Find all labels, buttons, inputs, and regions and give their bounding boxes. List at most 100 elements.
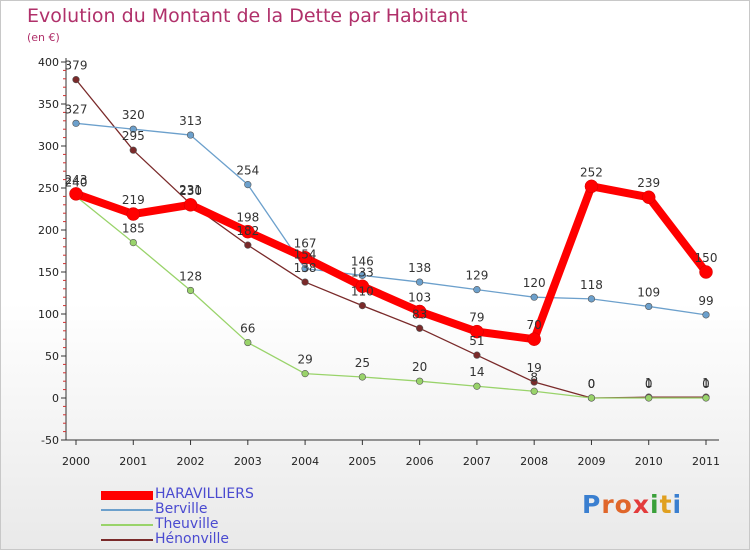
y-tick-label: 200: [38, 224, 59, 237]
data-point-berville: [358, 271, 366, 279]
data-point-henonville: [301, 278, 309, 286]
data-label-berville: 146: [351, 254, 374, 268]
data-label-haravilliers: 243: [65, 173, 88, 187]
logo-letter: t: [659, 490, 673, 519]
data-point-berville: [186, 131, 195, 139]
y-tick-label: -50: [41, 434, 59, 447]
data-point-haravilliers: [241, 224, 255, 239]
data-point-theuville: [186, 286, 195, 295]
data-label-haravilliers: 230: [179, 184, 202, 198]
chart-title: Evolution du Montant de la Dette par Hab…: [27, 5, 468, 27]
data-point-berville: [416, 278, 424, 286]
y-tick-label: 50: [45, 350, 59, 363]
data-point-theuville: [416, 377, 424, 385]
legend-swatch-henonville: [101, 539, 153, 541]
logo-letter: x: [632, 490, 650, 519]
data-label-henonville: 379: [65, 59, 88, 73]
x-tick-label: 2003: [234, 455, 262, 468]
data-label-berville: 327: [65, 102, 88, 116]
y-tick-label: 0: [52, 392, 59, 405]
data-point-haravilliers: [298, 250, 312, 265]
legend-swatch-berville: [101, 509, 153, 511]
legend-label-berville: Berville: [155, 501, 208, 517]
data-point-henonville: [244, 241, 252, 249]
data-label-haravilliers: 79: [469, 311, 484, 325]
data-point-berville: [530, 293, 538, 301]
data-point-haravilliers: [527, 332, 541, 346]
data-label-henonville: 1: [702, 376, 710, 390]
data-label-theuville: 128: [179, 269, 202, 283]
data-point-berville: [645, 302, 653, 311]
series-berville: [72, 119, 710, 319]
data-label-haravilliers: 239: [637, 176, 660, 190]
data-label-theuville: 0: [645, 377, 653, 391]
data-label-berville: 138: [408, 261, 431, 275]
data-point-theuville: [301, 370, 309, 378]
series-line-berville: [75, 122, 707, 316]
y-tick-label: 350: [38, 98, 59, 111]
x-tick-label: 2006: [406, 455, 434, 468]
series-haravilliers: [69, 179, 713, 346]
data-label-theuville: 14: [469, 365, 484, 379]
data-label-theuville: 0: [702, 377, 710, 391]
legend-swatch-theuville: [101, 524, 153, 526]
data-point-berville: [72, 119, 80, 127]
data-label-berville: 154: [294, 248, 317, 262]
data-label-henonville: 231: [179, 183, 202, 197]
data-point-haravilliers: [641, 190, 656, 204]
data-point-theuville: [129, 239, 137, 247]
data-point-haravilliers: [470, 324, 484, 339]
data-point-theuville: [702, 394, 710, 402]
data-point-henonville: [72, 76, 80, 84]
data-label-berville: 118: [580, 278, 603, 292]
x-tick-label: 2000: [62, 455, 90, 468]
data-point-berville: [301, 265, 309, 273]
data-point-henonville: [473, 351, 481, 359]
data-label-theuville: 8: [530, 370, 538, 384]
data-label-haravilliers: 70: [527, 318, 542, 332]
logo-letter: i: [650, 490, 660, 519]
x-tick-label: 2009: [577, 455, 605, 468]
proxiti-logo: Proxiti: [582, 490, 682, 519]
data-label-theuville: 20: [412, 360, 427, 374]
data-label-henonville: 51: [469, 334, 484, 348]
data-point-theuville: [587, 394, 596, 402]
x-tick-label: 2010: [635, 455, 663, 468]
data-point-theuville: [358, 373, 366, 381]
series-line-haravilliers: [74, 182, 710, 344]
data-label-theuville: 0: [588, 377, 596, 391]
data-label-theuville: 66: [240, 322, 255, 336]
x-tick-label: 2011: [692, 455, 720, 468]
series-theuville: [72, 192, 710, 402]
data-label-berville: 254: [236, 164, 259, 178]
data-point-haravilliers: [69, 187, 83, 201]
data-point-henonville: [358, 302, 366, 310]
x-tick-label: 2002: [177, 455, 205, 468]
series-layer: [69, 76, 713, 402]
data-label-haravilliers: 198: [236, 211, 259, 225]
data-point-haravilliers: [183, 198, 198, 212]
data-label-berville: 313: [179, 114, 202, 128]
data-label-henonville: 138: [294, 261, 317, 275]
x-tick-label: 2008: [520, 455, 548, 468]
x-tick-label: 2004: [291, 455, 319, 468]
data-label-haravilliers: 252: [580, 165, 603, 179]
logo-letter: P: [582, 490, 602, 519]
data-point-theuville: [530, 387, 538, 395]
legend-label-haravilliers: HARAVILLIERS: [155, 486, 254, 502]
data-point-haravilliers: [584, 179, 599, 194]
y-tick-label: 300: [38, 140, 59, 153]
data-point-berville: [587, 295, 596, 303]
series-line-theuville: [75, 195, 706, 399]
data-point-haravilliers: [699, 265, 713, 279]
data-point-theuville: [645, 394, 653, 402]
legend-swatch-haravilliers: [101, 490, 153, 500]
data-label-henonville: 182: [236, 224, 259, 238]
data-label-berville: 109: [637, 285, 660, 299]
data-label-haravilliers: 103: [408, 290, 431, 304]
data-point-haravilliers: [412, 304, 427, 319]
data-point-haravilliers: [126, 207, 141, 221]
logo-letter: r: [601, 490, 615, 519]
